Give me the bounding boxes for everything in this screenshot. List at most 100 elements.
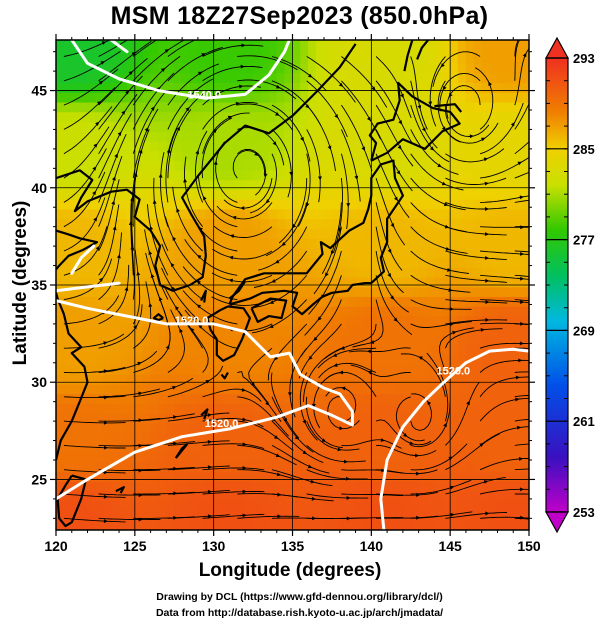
field-cell <box>87 53 96 64</box>
field-cell <box>394 72 404 84</box>
field-cell <box>489 179 498 191</box>
field-cell <box>110 335 120 346</box>
field-cell <box>197 364 207 375</box>
field-cell <box>465 471 475 482</box>
streamline-arrow <box>311 403 316 408</box>
field-cell <box>229 354 238 366</box>
field-cell <box>189 53 199 64</box>
field-cell <box>103 520 112 530</box>
field-cell <box>56 40 65 45</box>
streamline-arrow <box>207 489 213 494</box>
field-cell <box>386 140 396 152</box>
field-cell <box>371 296 380 307</box>
field-cell <box>449 490 459 502</box>
field-cell <box>371 325 380 336</box>
field-cell <box>410 267 419 278</box>
field-cell <box>197 374 207 385</box>
streamline-arrow <box>273 435 279 439</box>
streamline-arrow <box>523 32 527 36</box>
field-cell <box>126 354 136 366</box>
field-cell <box>150 228 159 239</box>
field-cell <box>347 208 356 220</box>
streamline-arrow <box>387 248 392 254</box>
field-cell <box>410 325 419 336</box>
field-cell <box>513 102 522 113</box>
field-cell <box>394 520 404 530</box>
streamline <box>410 393 432 431</box>
field-cell <box>331 257 341 268</box>
field-cell <box>442 257 451 268</box>
streamline <box>480 488 529 495</box>
field-cell <box>355 335 364 346</box>
field-cell <box>103 510 112 521</box>
field-cell <box>56 92 65 103</box>
field-cell <box>473 53 482 64</box>
field-cell <box>379 442 388 453</box>
field-cell <box>189 422 199 434</box>
field-cell <box>300 140 309 152</box>
streamline <box>267 323 308 381</box>
field-cell <box>363 72 372 84</box>
field-cell <box>221 403 230 414</box>
field-cell <box>229 218 238 229</box>
field-cell <box>394 189 404 200</box>
field-cell <box>221 150 230 161</box>
streamline <box>216 202 273 220</box>
field-cell <box>118 461 128 472</box>
credit-data: Data from http://database.rish.kyoto-u.a… <box>155 607 444 619</box>
field-cell <box>308 160 317 171</box>
field-cell <box>56 267 65 278</box>
field-cell <box>150 296 159 307</box>
streamline <box>237 149 267 196</box>
streamline <box>446 85 481 119</box>
field-cell <box>118 218 128 229</box>
field-cell <box>126 461 136 472</box>
streamline <box>410 153 464 191</box>
field-cell <box>402 150 412 161</box>
field-cell <box>229 286 238 297</box>
streamline <box>479 376 529 398</box>
field-cell <box>79 131 88 142</box>
field-cell <box>150 383 159 395</box>
streamline <box>167 365 224 398</box>
field-cell <box>276 247 285 259</box>
streamline-arrow <box>197 71 203 76</box>
streamline-arrow <box>469 134 474 139</box>
streamline <box>480 250 529 255</box>
field-cell <box>110 257 120 268</box>
field-cell <box>103 140 112 152</box>
field-cell <box>63 72 73 84</box>
streamline <box>322 371 377 398</box>
streamline-arrow <box>158 173 163 178</box>
field-cell <box>87 247 96 259</box>
field-cell <box>331 393 341 404</box>
field-cell <box>268 490 278 502</box>
field-cell <box>87 510 96 521</box>
field-cell <box>371 208 380 220</box>
field-cell <box>252 257 262 268</box>
field-cell <box>103 199 112 210</box>
field-cell <box>489 102 498 113</box>
field-cell <box>134 218 144 229</box>
field-cell <box>394 247 404 259</box>
field-cell <box>87 325 96 336</box>
field-cell <box>189 150 199 161</box>
field-cell <box>71 510 80 521</box>
field-cell <box>110 383 120 395</box>
field-cell <box>150 53 159 64</box>
field-cell <box>300 92 309 103</box>
field-cell <box>126 510 136 521</box>
field-cell <box>371 257 380 268</box>
field-cell <box>355 364 364 375</box>
field-cell <box>505 432 514 443</box>
field-cell <box>386 422 396 434</box>
field-cell <box>197 403 207 414</box>
field-cell <box>473 500 482 511</box>
field-cell <box>473 315 482 327</box>
field-cell <box>103 374 112 385</box>
field-cell <box>276 510 285 521</box>
coastline <box>206 305 251 362</box>
field-cell <box>118 82 128 93</box>
field-cell <box>237 286 246 297</box>
field-cell <box>237 179 246 191</box>
